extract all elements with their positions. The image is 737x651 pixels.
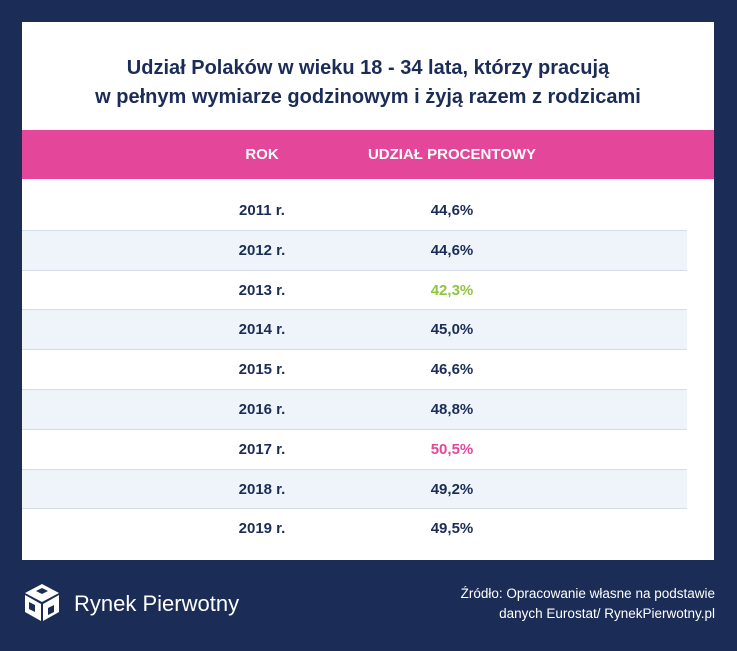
percentage-cell: 49,2% [430, 480, 474, 498]
table-row: 2012 r. 44,6% [22, 230, 687, 271]
percentage-cell: 50,5% [430, 440, 474, 458]
percentage-cell: 48,8% [430, 400, 474, 418]
table-header: ROK UDZIAŁ PROCENTOWY [22, 130, 714, 179]
percentage-cell: 45,0% [430, 321, 474, 339]
year-cell: 2017 r. [238, 440, 286, 458]
year-cell: 2015 r. [238, 361, 286, 379]
table-card: Udział Polaków w wieku 18 - 34 lata, któ… [22, 22, 714, 560]
column-header-percentage: UDZIAŁ PROCENTOWY [367, 146, 537, 163]
chart-title-line-1: Udział Polaków w wieku 18 - 34 lata, któ… [126, 57, 610, 79]
column-header-year: ROK [245, 146, 279, 163]
brand-name: Rynek Pierwotny [74, 591, 240, 616]
year-cell: 2019 r. [238, 520, 286, 538]
year-cell: 2018 r. [238, 480, 286, 498]
chart-title-line-2: w pełnym wymiarze godzinowym i żyją raze… [95, 86, 641, 108]
percentage-cell: 44,6% [430, 202, 474, 219]
year-cell: 2012 r. [238, 241, 286, 259]
table-row: 2015 r. 46,6% [22, 350, 687, 390]
source-note: Źródło: Opracowanie własne na podstawie … [461, 584, 715, 624]
table-row: 2016 r. 48,8% [22, 389, 687, 430]
source-line-2: danych Eurostat/ RynekPierwotny.pl [499, 606, 715, 621]
percentage-cell: 42,3% [430, 281, 474, 299]
table-row: 2017 r. 50,5% [22, 430, 687, 470]
percentage-cell: 49,5% [430, 520, 474, 538]
table-row: 2011 r. 44,6% [22, 191, 687, 231]
year-cell: 2016 r. [238, 400, 286, 418]
cube-logo-icon [25, 584, 59, 621]
year-cell: 2013 r. [238, 281, 286, 299]
percentage-cell: 46,6% [430, 361, 474, 379]
table-row: 2019 r. 49,5% [22, 509, 687, 548]
year-cell: 2011 r. [239, 202, 285, 219]
table-row: 2013 r. 42,3% [22, 271, 687, 311]
chart-title: Udział Polaków w wieku 18 - 34 lata, któ… [22, 22, 714, 112]
percentage-cell: 44,6% [430, 241, 474, 259]
year-cell: 2014 r. [238, 321, 286, 339]
table-body: 2011 r. 44,6% 2012 r. 44,6% 2013 r. 42,3% 2014… [22, 191, 714, 548]
source-line-1: Źródło: Opracowanie własne na podstawie [460, 586, 715, 601]
table-row: 2018 r. 49,2% [22, 469, 687, 510]
table-row: 2014 r. 45,0% [22, 310, 687, 351]
